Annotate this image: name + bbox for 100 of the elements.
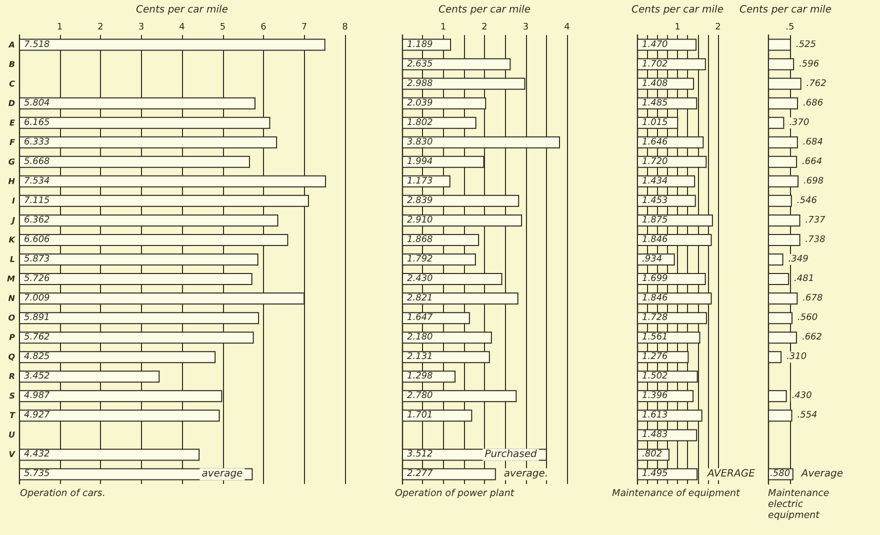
data-label: 1.396: [642, 391, 668, 402]
data-label: 1.728: [642, 313, 668, 324]
x-tick-label: 7: [301, 22, 308, 32]
annotation: Purchased: [484, 449, 538, 460]
text: Operation of cars.: [20, 488, 106, 499]
x-axis-title: Cents per car mile: [136, 4, 228, 16]
data-label: 4.927: [24, 410, 50, 421]
data-label: 2.180: [407, 332, 434, 343]
y-tick-label: T: [10, 411, 16, 420]
data-label: 1.485: [642, 98, 668, 108]
data-label: .684: [802, 137, 824, 148]
data-label: .560: [798, 313, 818, 324]
data-label: 1.613: [642, 410, 668, 421]
y-tick-label: G: [8, 157, 16, 166]
x-tick-label: 3: [522, 22, 529, 32]
data-label: .554: [797, 410, 818, 421]
data-label: 1.846: [642, 234, 668, 245]
x-tick-label: 1: [440, 22, 446, 32]
annotation: average: [202, 468, 243, 480]
data-label: 1.646: [642, 137, 668, 148]
data-label: .662: [802, 332, 822, 343]
data-label: 1.173: [407, 176, 434, 186]
data-label: 1.495: [642, 469, 668, 480]
data-label: .580: [770, 469, 790, 480]
data-label: 1.702: [642, 59, 668, 70]
x-tick-label: 8: [342, 22, 348, 32]
x-tick-label: 2: [715, 22, 721, 32]
y-tick-label: K: [8, 235, 16, 244]
x-axis-title: Cents per car mile: [740, 4, 832, 16]
data-label: .596: [799, 59, 820, 70]
data-label: 1.453: [642, 196, 668, 206]
data-label: 2.910: [407, 215, 434, 226]
x-tick-label: 2: [482, 22, 488, 32]
x-axis-title: Cents per car mile: [438, 4, 530, 16]
x-tick-label: 3: [138, 22, 144, 32]
data-label: 1.875: [642, 215, 668, 226]
data-label: 1.561: [642, 332, 668, 343]
data-label: .525: [796, 40, 816, 50]
data-label: 4.432: [24, 450, 50, 460]
data-label: 1.483: [642, 430, 668, 440]
annotation: Average: [800, 468, 844, 480]
data-label: .430: [792, 391, 812, 402]
y-tick-label: S: [9, 392, 16, 401]
x-tick-label: 2: [98, 22, 104, 32]
y-tick-label: R: [8, 372, 15, 382]
x-tick-label: 4: [179, 22, 186, 32]
data-label: 2.839: [407, 196, 434, 206]
data-label: 1.701: [407, 410, 433, 421]
data-label: 2.635: [407, 59, 434, 70]
data-label: 1.189: [407, 40, 434, 50]
data-label: 5.668: [24, 156, 50, 167]
data-label: .664: [802, 156, 822, 167]
data-label: 1.408: [642, 78, 668, 89]
y-tick-label: H: [8, 176, 16, 186]
data-label: 1.470: [642, 40, 668, 50]
data-label: .481: [794, 274, 814, 284]
data-label: 5.891: [24, 313, 50, 324]
data-label: .698: [804, 176, 824, 186]
data-label: 1.720: [642, 156, 668, 167]
data-label: .686: [803, 98, 824, 108]
data-label: 6.165: [24, 118, 50, 128]
data-label: 2.988: [407, 78, 434, 89]
data-label: 1.647: [407, 313, 434, 324]
y-tick-label: J: [10, 216, 16, 225]
y-tick-label: E: [10, 118, 16, 128]
data-label: .310: [786, 352, 807, 362]
data-label: 1.699: [642, 274, 668, 284]
x-tick-label: 1: [674, 22, 680, 32]
x-tick-label: 5: [220, 22, 226, 32]
data-label: .934: [642, 254, 662, 264]
data-label: 1.792: [407, 254, 434, 264]
text: Maintenance of equipment: [612, 488, 742, 499]
x-tick-label: 6: [260, 22, 267, 32]
data-label: 1.868: [407, 234, 434, 245]
data-label: 5.873: [24, 254, 50, 264]
data-label: 7.115: [24, 196, 50, 206]
data-label: 1.434: [642, 176, 668, 186]
y-tick-label: C: [9, 79, 16, 88]
data-label: .349: [788, 254, 809, 264]
data-label: .737: [805, 215, 826, 226]
data-label: .802: [642, 450, 662, 460]
y-tick-label: F: [10, 138, 16, 147]
data-label: 7.518: [24, 40, 50, 50]
y-tick-label: V: [8, 450, 16, 460]
y-tick-label: B: [8, 60, 15, 69]
data-label: .762: [806, 78, 827, 89]
data-label: 2.780: [407, 391, 434, 402]
data-label: 1.802: [407, 118, 434, 128]
data-label: 3.452: [24, 372, 50, 382]
x-tick-label: 1: [56, 22, 63, 32]
data-label: 1.015: [642, 118, 668, 128]
y-tick-label: D: [8, 98, 16, 108]
annotation: average.: [504, 468, 548, 480]
data-label: 1.502: [642, 372, 668, 382]
data-label: 5.735: [24, 469, 50, 480]
y-tick-label: Q: [8, 352, 16, 362]
y-tick-label: L: [10, 255, 15, 264]
data-label: 7.009: [24, 294, 50, 304]
annotation: AVERAGE: [706, 468, 756, 480]
data-label: 6.362: [24, 215, 50, 226]
